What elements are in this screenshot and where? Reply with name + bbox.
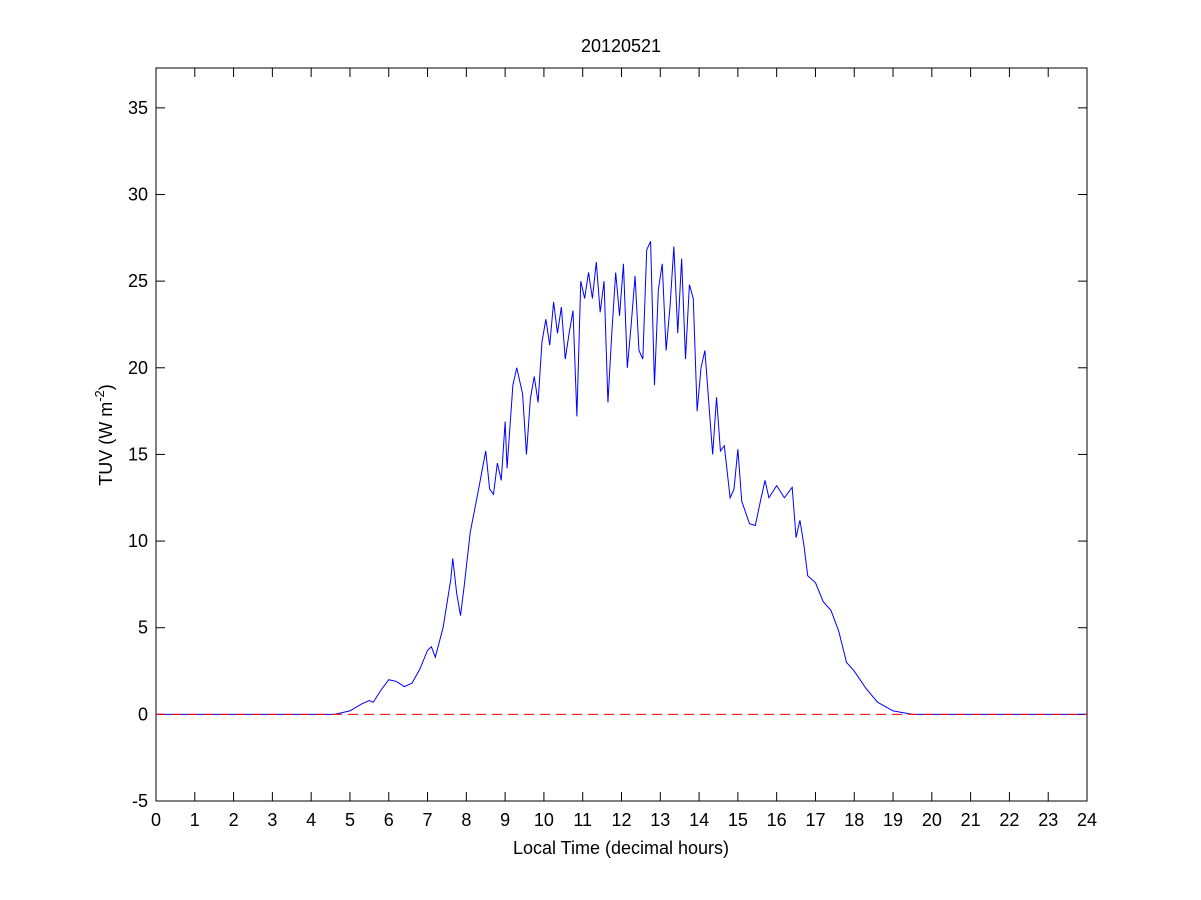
x-tick-label: 22 xyxy=(999,810,1019,830)
data-line xyxy=(156,241,1087,715)
x-tick-label: 0 xyxy=(151,810,161,830)
x-tick-label: 13 xyxy=(650,810,670,830)
x-axis-label: Local Time (decimal hours) xyxy=(513,838,729,858)
y-axis-label: TUV (W m-2) xyxy=(92,384,116,486)
x-tick-label: 16 xyxy=(767,810,787,830)
y-tick-label: 0 xyxy=(138,704,148,724)
x-tick-label: 2 xyxy=(229,810,239,830)
y-tick-label: 5 xyxy=(138,618,148,638)
y-label-suffix: ) xyxy=(96,384,116,390)
x-tick-label: 11 xyxy=(573,810,592,830)
x-tick-label: 23 xyxy=(1038,810,1058,830)
x-tick-label: 3 xyxy=(267,810,277,830)
x-tick-label: 19 xyxy=(883,810,903,830)
x-tick-label: 4 xyxy=(306,810,316,830)
y-tick-label: 35 xyxy=(128,98,148,118)
x-tick-label: 7 xyxy=(423,810,433,830)
y-tick-label: 25 xyxy=(128,271,148,291)
x-tick-label: 9 xyxy=(500,810,510,830)
y-tick-label: 30 xyxy=(128,184,148,204)
y-tick-label: 20 xyxy=(128,358,148,378)
x-tick-label: 24 xyxy=(1077,810,1097,830)
y-label-superscript: -2 xyxy=(92,390,107,402)
x-tick-label: 21 xyxy=(961,810,981,830)
x-tick-label: 17 xyxy=(805,810,825,830)
x-tick-label: 14 xyxy=(689,810,709,830)
x-tick-label: 8 xyxy=(461,810,471,830)
x-tick-label: 12 xyxy=(611,810,631,830)
x-tick-label: 6 xyxy=(384,810,394,830)
x-tick-label: 1 xyxy=(190,810,200,830)
x-tick-label: 18 xyxy=(844,810,864,830)
y-tick-label: 10 xyxy=(128,531,148,551)
y-label-text: TUV (W m xyxy=(96,402,116,486)
plot-area xyxy=(155,67,1088,802)
x-tick-label: 10 xyxy=(534,810,554,830)
y-tick-label: -5 xyxy=(132,791,148,811)
x-tick-label: 15 xyxy=(728,810,748,830)
x-tick-label: 20 xyxy=(922,810,942,830)
y-tick-label: 15 xyxy=(128,444,148,464)
chart-title: 20120521 xyxy=(581,36,661,56)
x-tick-label: 5 xyxy=(345,810,355,830)
